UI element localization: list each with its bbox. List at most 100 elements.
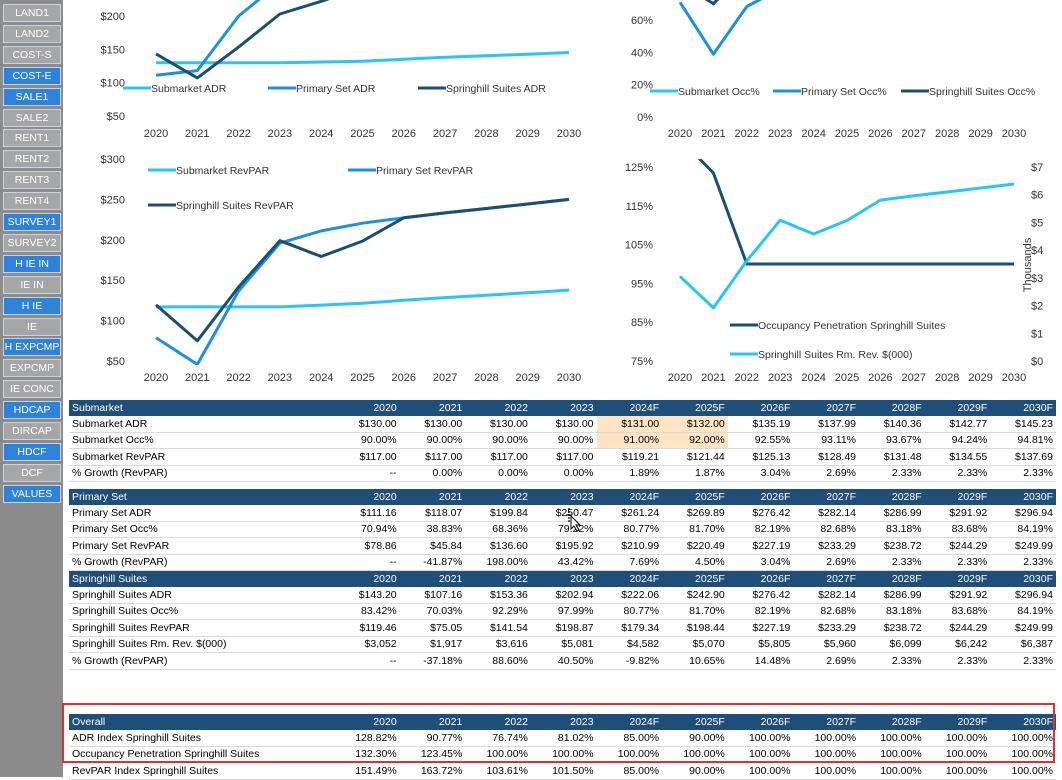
table-cell[interactable]: $286.99 (859, 505, 925, 522)
table-cell[interactable]: $202.94 (530, 587, 597, 604)
row-label[interactable]: Springhill Suites Occ% (69, 603, 335, 620)
sheet-button-h-ie[interactable]: H IE (3, 296, 61, 315)
table-cell[interactable]: $141.54 (465, 619, 531, 637)
table-cell[interactable]: 81.70% (662, 521, 728, 538)
table-cell[interactable]: -- (334, 652, 400, 670)
table-cell[interactable]: $282.14 (793, 587, 860, 604)
row-label[interactable]: % Growth (RevPAR) (69, 554, 335, 571)
table-cell[interactable]: 2.33% (859, 554, 925, 571)
table-cell[interactable]: 80.77% (596, 603, 663, 620)
sheet-button-dcf[interactable]: DCF (3, 463, 61, 482)
table-cell[interactable]: $117.00 (334, 448, 400, 466)
table-cell[interactable]: 2.33% (924, 554, 991, 571)
table-cell[interactable]: 100.00% (924, 730, 991, 747)
table-cell[interactable]: 38.83% (399, 521, 466, 538)
table-cell[interactable]: $132.00 (662, 416, 728, 433)
table-cell[interactable]: $136.60 (465, 537, 531, 555)
table-cell[interactable]: $242.90 (662, 587, 728, 604)
table-cell[interactable]: 0.00% (399, 465, 466, 482)
table-cell[interactable]: 2.33% (990, 465, 1056, 482)
sheet-button-values[interactable]: VALUES (3, 484, 61, 503)
table-cell[interactable]: 100.00% (465, 746, 531, 763)
table-cell[interactable]: 100.00% (727, 730, 794, 747)
sheet-button-cost-e[interactable]: COST-E (3, 66, 61, 85)
table-cell[interactable]: $250.47 (530, 505, 597, 522)
table-cell[interactable]: 40.50% (530, 652, 597, 670)
table-cell[interactable]: 92.29% (465, 603, 531, 620)
table-cell[interactable]: 84.19% (990, 603, 1056, 620)
table-cell[interactable]: 80.77% (596, 521, 663, 538)
table-cell[interactable]: $276.42 (727, 505, 794, 522)
sheet-button-ie[interactable]: IE (3, 317, 61, 336)
table-cell[interactable]: 100.00% (924, 762, 991, 780)
table-cell[interactable]: 1.87% (662, 465, 728, 482)
table-cell[interactable]: 132.30% (334, 746, 400, 763)
sheet-button-rent4[interactable]: RENT4 (3, 192, 61, 211)
table-cell[interactable]: $5,081 (530, 636, 597, 653)
table-cell[interactable]: $45.84 (399, 537, 466, 555)
table-cell[interactable]: 100.00% (924, 746, 991, 763)
table-cell[interactable]: 82.19% (727, 603, 794, 620)
table-cell[interactable]: $153.36 (465, 587, 531, 604)
table-cell[interactable]: $291.92 (924, 587, 991, 604)
table-cell[interactable]: 91.00% (596, 432, 663, 449)
table-cell[interactable]: $227.19 (727, 619, 794, 637)
table-cell[interactable]: $5,805 (727, 636, 794, 653)
table-cell[interactable]: $5,960 (793, 636, 860, 653)
table-cell[interactable]: 92.55% (727, 432, 794, 449)
table-cell[interactable]: $118.07 (399, 505, 466, 522)
table-cell[interactable]: -37.18% (399, 652, 466, 670)
table-cell[interactable]: 198.00% (465, 554, 531, 571)
table-cell[interactable]: 100.00% (859, 730, 925, 747)
table-cell[interactable]: $282.14 (793, 505, 860, 522)
table-cell[interactable]: $199.84 (465, 505, 531, 522)
table-cell[interactable]: $119.46 (334, 619, 400, 637)
table-cell[interactable]: 2.33% (990, 554, 1056, 571)
row-label[interactable]: Springhill Suites Rm. Rev. $(000) (69, 636, 335, 653)
table-cell[interactable]: $296.94 (990, 587, 1056, 604)
table-cell[interactable]: $119.21 (596, 448, 663, 466)
table-cell[interactable]: 3.04% (727, 465, 794, 482)
table-cell[interactable]: 128.82% (334, 730, 400, 747)
table-cell[interactable]: 100.00% (793, 730, 860, 747)
table-cell[interactable]: 82.68% (793, 521, 860, 538)
row-label[interactable]: Submarket ADR (69, 416, 335, 433)
table-cell[interactable]: $220.49 (662, 537, 728, 555)
row-label[interactable]: Submarket RevPAR (69, 448, 335, 466)
table-cell[interactable]: 82.68% (793, 603, 860, 620)
table-cell[interactable]: $238.72 (859, 619, 925, 637)
table-cell[interactable]: 100.00% (793, 762, 860, 780)
table-cell[interactable]: 83.18% (859, 521, 925, 538)
sheet-button-land1[interactable]: LAND1 (3, 4, 61, 22)
table-cell[interactable]: $198.87 (530, 619, 597, 637)
table-cell[interactable]: $130.00 (465, 416, 531, 433)
table-cell[interactable]: 90.00% (465, 432, 531, 449)
table-cell[interactable]: 2.33% (924, 652, 991, 670)
sheet-button-expcmp[interactable]: EXPCMP (3, 359, 61, 378)
table-cell[interactable]: $142.77 (924, 416, 991, 433)
table-cell[interactable]: 2.33% (859, 465, 925, 482)
sheet-button-h-ie-in[interactable]: H IE IN (3, 254, 61, 273)
table-cell[interactable]: 90.00% (662, 762, 728, 780)
table-cell[interactable]: $130.00 (530, 416, 597, 433)
sheet-button-survey2[interactable]: SURVEY2 (3, 233, 61, 252)
row-label[interactable]: Primary Set Occ% (69, 521, 335, 538)
table-cell[interactable]: $130.00 (334, 416, 400, 433)
table-cell[interactable]: $6,099 (859, 636, 925, 653)
table-cell[interactable]: $198.44 (662, 619, 728, 637)
row-label[interactable]: Springhill Suites ADR (69, 587, 335, 604)
table-cell[interactable]: $135.19 (727, 416, 794, 433)
table-cell[interactable]: $107.16 (399, 587, 466, 604)
table-cell[interactable]: 2.69% (793, 554, 860, 571)
table-cell[interactable]: $125.13 (727, 448, 794, 466)
table-cell[interactable]: $276.42 (727, 587, 794, 604)
table-cell[interactable]: 0.00% (530, 465, 597, 482)
table-cell[interactable]: $5,070 (662, 636, 728, 653)
table-cell[interactable]: $6,387 (990, 636, 1056, 653)
table-cell[interactable]: 123.45% (399, 746, 466, 763)
table-cell[interactable]: 4.50% (662, 554, 728, 571)
table-cell[interactable]: 14.48% (727, 652, 794, 670)
table-cell[interactable]: 88.60% (465, 652, 531, 670)
table-cell[interactable]: $130.00 (399, 416, 466, 433)
table-cell[interactable]: -9.82% (596, 652, 663, 670)
